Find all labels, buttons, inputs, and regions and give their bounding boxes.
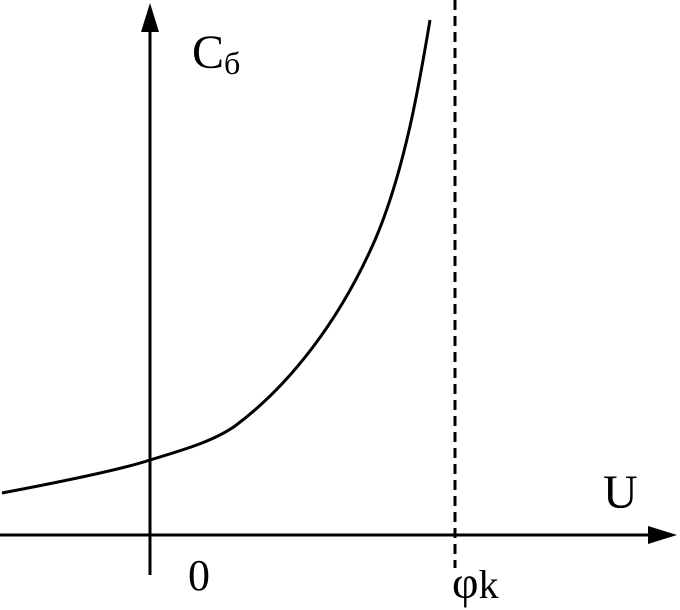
origin-label: 0 [188,551,210,600]
marker-label-sub: k [479,562,499,607]
y-label: Cб [192,26,240,81]
capacitance-curve [1,19,432,495]
y-axis-arrow [141,3,159,32]
y-label-sub: б [224,45,240,81]
y-label-main: C [192,26,224,79]
marker-label-main: φ [452,557,479,608]
x-label: U [603,466,638,519]
x-axis-arrow [648,526,677,544]
marker-label: φk [452,557,499,608]
